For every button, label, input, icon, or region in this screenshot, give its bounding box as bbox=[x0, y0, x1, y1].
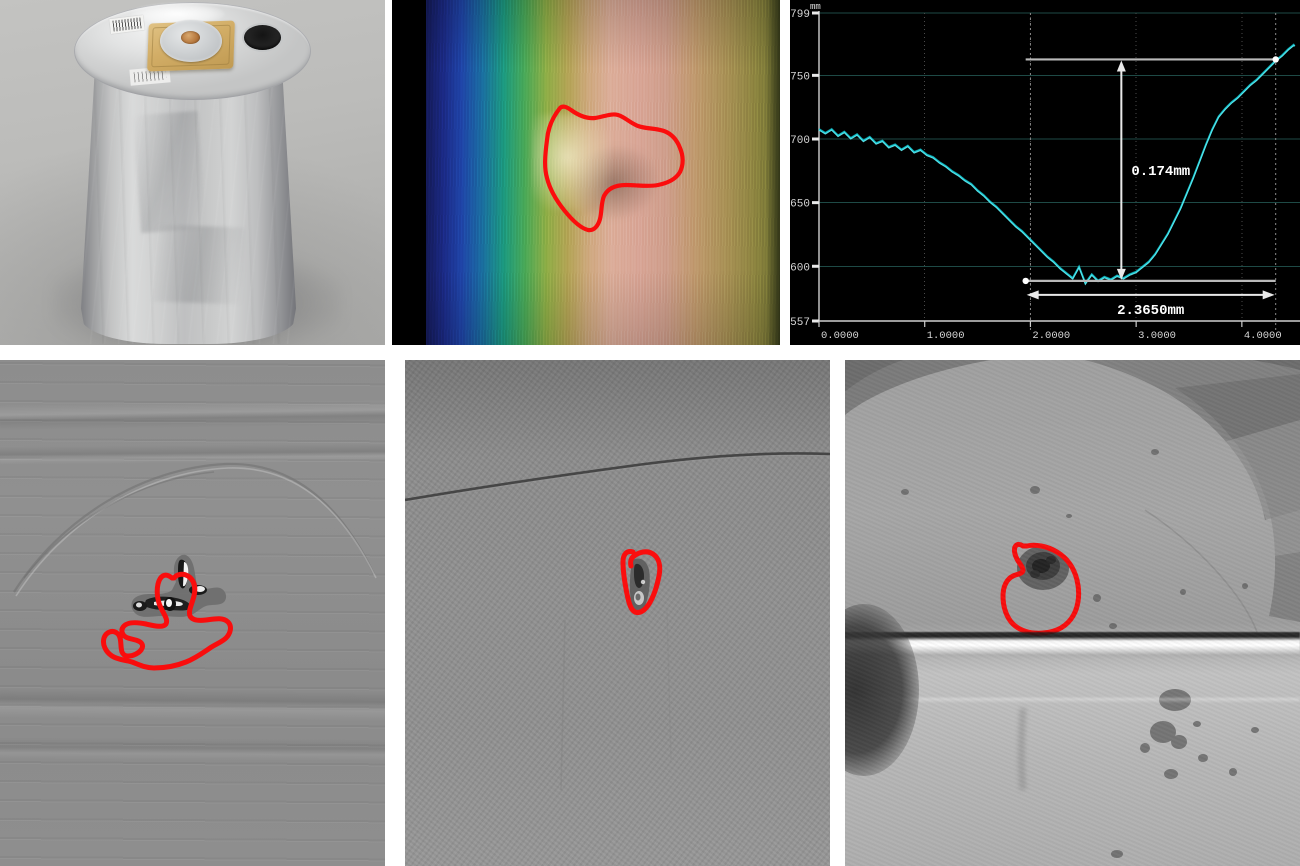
svg-text:0.557: 0.557 bbox=[790, 317, 810, 329]
svg-text:0.750: 0.750 bbox=[790, 71, 810, 83]
ct-background-e bbox=[405, 360, 830, 866]
svg-text:0.600: 0.600 bbox=[790, 262, 810, 274]
svg-text:3.0000: 3.0000 bbox=[1138, 330, 1176, 342]
ct-top-shading-e bbox=[405, 360, 830, 460]
svg-text:4.0000: 4.0000 bbox=[1244, 330, 1282, 342]
vignette-shading bbox=[426, 0, 780, 345]
ct-features-overlay-e bbox=[405, 452, 830, 791]
radiograph-features-overlay bbox=[845, 360, 1300, 858]
surface-scuff-upper bbox=[132, 111, 206, 234]
svg-text:2.0000: 2.0000 bbox=[1032, 330, 1070, 342]
specimen-photograph-panel bbox=[0, 0, 385, 345]
radiographic-image-panel bbox=[845, 360, 1300, 866]
svg-text:2.3650mm: 2.3650mm bbox=[1117, 303, 1184, 319]
specular-highlight bbox=[130, 3, 225, 25]
weld-secondary-band bbox=[845, 698, 1300, 703]
right-edge-falloff bbox=[766, 0, 780, 345]
svg-text:mm: mm bbox=[810, 2, 821, 12]
weld-bead-band bbox=[845, 632, 1300, 658]
ct-noise-e bbox=[405, 360, 830, 866]
cylinder-rim bbox=[74, 2, 311, 100]
svg-text:0.0000: 0.0000 bbox=[821, 330, 859, 342]
defect-outline-overlay-b bbox=[543, 104, 685, 233]
transducer-centre-contact bbox=[181, 31, 200, 44]
colour-height-map bbox=[426, 0, 780, 345]
optical-profilometry-panel bbox=[392, 0, 780, 345]
svg-text:0.700: 0.700 bbox=[790, 135, 810, 147]
radiograph-grain bbox=[845, 360, 1300, 866]
surface-profile-chart: 0.799 0.750 0.700 0.650 0.600 0.557 0.0000 1.00… bbox=[790, 0, 1300, 345]
svg-text:1.0000: 1.0000 bbox=[927, 330, 965, 342]
surface-profile-chart-panel: 0.799 0.750 0.700 0.650 0.600 0.557 0.0000 1.00… bbox=[790, 0, 1300, 345]
ct-slice-left-panel bbox=[0, 360, 385, 866]
surface-scuff-lower bbox=[152, 224, 246, 305]
svg-text:0.799: 0.799 bbox=[790, 9, 810, 21]
svg-text:0.174mm: 0.174mm bbox=[1131, 164, 1190, 180]
svg-text:0.650: 0.650 bbox=[790, 199, 810, 211]
ct-features-overlay-d bbox=[13, 462, 377, 671]
top-face-port-hole bbox=[244, 25, 281, 50]
ct-slice-centre-panel bbox=[405, 360, 830, 866]
